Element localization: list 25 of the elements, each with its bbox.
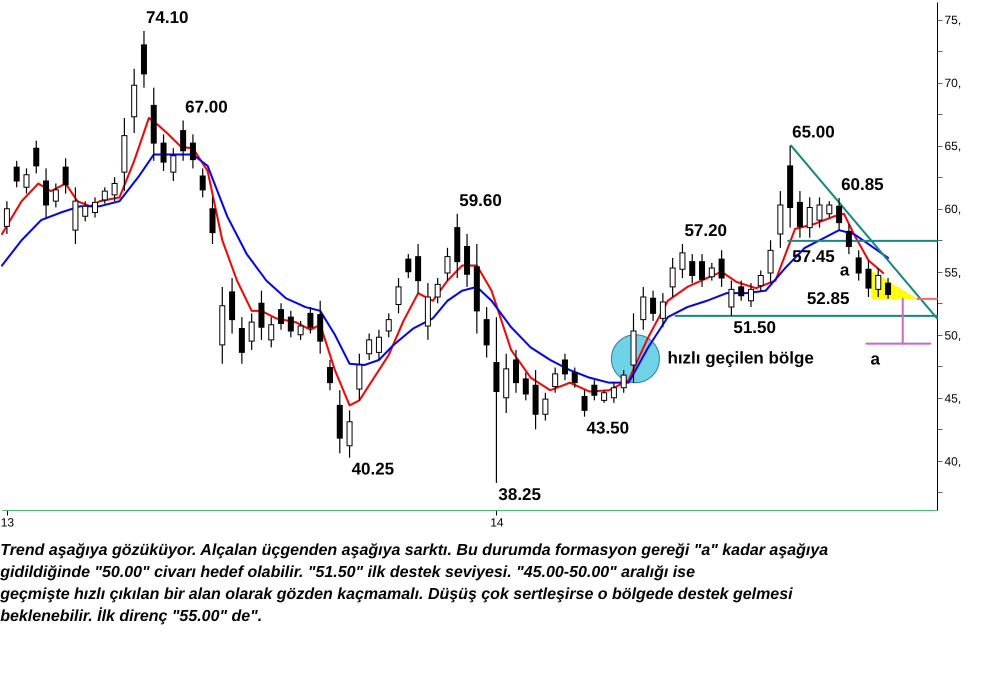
annotation: a [840,260,850,280]
annotation: 51.50 [733,318,776,337]
x-tick-label: 14 [490,516,504,530]
y-tick-label: 75, [944,13,962,28]
y-tick-label: 70, [944,76,962,90]
annotation: 40.25 [352,460,394,479]
annotation: hızlı geçilen bölge [667,348,814,368]
y-tick-label: 50, [944,328,962,342]
annotation: 59.60 [459,190,502,210]
y-tick-label: 65, [944,139,962,154]
annotation: 60.85 [841,175,884,194]
y-tick-label: 40, [944,454,962,468]
annotation: 52.85 [806,288,850,308]
y-tick-label: 60, [944,202,962,216]
annotation: 57.20 [684,221,727,240]
y-tick-label: 55, [944,265,962,280]
annotation: 38.25 [498,484,541,504]
annotation: 43.50 [586,418,630,438]
annotation: 74.10 [146,8,189,27]
x-tick-label: 13 [0,516,14,530]
y-tick-label: 45, [944,391,962,406]
annotation: 65.00 [792,122,835,142]
text: Trend aşağıya gözüküyor. Alçalan üçgenden aşağıya sarktı. Bu durumda formasyon gereği "a" kadar aşağıya gidildiğinde "50.00" civarı hedef olabilir. "51.50" ilk destek seviyesi. "45.00-50.00" aralığı ise geçmişte hızlı çıkılan bir alan olarak gözden kaçmamalı. Düşüş çok sertleşirse o bölgede destek gelmesi beklenebilir. İlk direnç "55.00" de". [0,542,828,625]
annotation: 67.00 [185,97,228,116]
annotation: a [870,350,881,369]
